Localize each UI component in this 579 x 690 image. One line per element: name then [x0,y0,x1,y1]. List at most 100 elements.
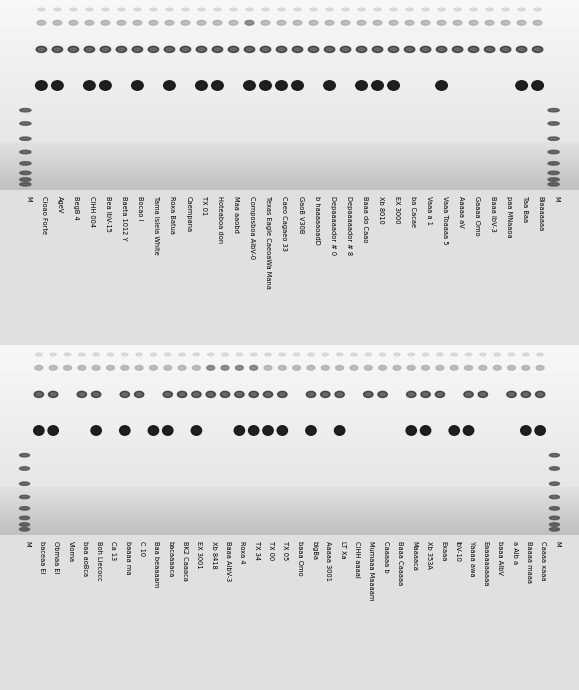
Ellipse shape [421,391,430,397]
Ellipse shape [548,150,559,154]
Ellipse shape [122,393,127,396]
Ellipse shape [548,137,559,140]
Ellipse shape [389,46,399,52]
Ellipse shape [164,353,171,356]
Ellipse shape [249,391,258,397]
Ellipse shape [180,46,190,52]
Ellipse shape [516,46,527,52]
Ellipse shape [149,21,158,25]
Ellipse shape [221,391,230,397]
Text: Baaa do Caao: Baaa do Caao [361,196,368,243]
Text: TX 05: TX 05 [283,541,288,560]
Ellipse shape [422,8,429,11]
Ellipse shape [263,426,273,435]
Text: Mumaaa Maaaam: Mumaaa Maaaam [368,541,374,600]
Text: Depaaaaador # 8: Depaaaaador # 8 [346,196,351,255]
Ellipse shape [196,46,207,52]
Ellipse shape [351,353,357,356]
Ellipse shape [36,46,46,52]
Ellipse shape [193,428,200,433]
Ellipse shape [532,81,543,90]
Ellipse shape [372,46,383,52]
Text: Hoteaboa don: Hoteaboa don [218,196,223,244]
Ellipse shape [375,48,380,51]
Ellipse shape [487,48,492,51]
Text: Aaaaa 3001: Aaaaa 3001 [325,541,331,581]
Ellipse shape [293,366,301,370]
Ellipse shape [178,366,186,370]
Ellipse shape [437,393,442,396]
Ellipse shape [163,391,173,397]
Text: Exaaa: Exaaa [440,541,446,562]
Ellipse shape [485,46,495,52]
Ellipse shape [549,482,559,485]
Ellipse shape [277,21,286,25]
Ellipse shape [523,428,529,433]
Ellipse shape [479,353,486,356]
Ellipse shape [534,8,541,11]
Text: AgeV: AgeV [57,196,63,213]
Ellipse shape [294,8,301,11]
Ellipse shape [134,391,144,397]
Ellipse shape [309,21,318,25]
Ellipse shape [536,391,545,397]
Ellipse shape [148,46,159,52]
Ellipse shape [374,8,381,11]
Text: Baaaa maaa: Baaaa maaa [526,541,532,583]
Ellipse shape [449,426,459,435]
Ellipse shape [466,353,472,356]
Ellipse shape [293,21,302,25]
Ellipse shape [230,8,237,11]
Ellipse shape [164,81,175,90]
Ellipse shape [321,391,330,397]
Ellipse shape [516,81,527,90]
Text: LT Xa: LT Xa [340,541,346,559]
Ellipse shape [463,426,474,435]
Ellipse shape [79,393,85,396]
Ellipse shape [197,21,206,25]
Ellipse shape [548,183,559,186]
Ellipse shape [470,8,477,11]
Ellipse shape [534,83,541,88]
Text: CIHH aaaal: CIHH aaaal [354,541,360,578]
Ellipse shape [70,8,77,11]
Ellipse shape [20,506,30,510]
Text: baaa AIbV: baaa AIbV [497,541,503,575]
Ellipse shape [86,83,93,88]
Ellipse shape [437,21,446,25]
Ellipse shape [533,46,543,52]
Ellipse shape [102,48,108,51]
Ellipse shape [356,81,367,90]
Ellipse shape [118,8,125,11]
Ellipse shape [501,21,510,25]
Ellipse shape [93,353,100,356]
Ellipse shape [464,391,473,397]
Ellipse shape [234,391,244,397]
Ellipse shape [342,8,349,11]
Ellipse shape [68,46,79,52]
Ellipse shape [307,366,315,370]
Ellipse shape [310,8,317,11]
Ellipse shape [120,426,130,435]
Ellipse shape [408,428,415,433]
Text: a AIb a: a AIb a [511,541,518,564]
Ellipse shape [265,353,271,356]
Ellipse shape [179,353,185,356]
Ellipse shape [533,21,542,25]
Ellipse shape [536,366,544,370]
Ellipse shape [407,366,415,370]
Ellipse shape [294,83,301,88]
Text: C 10: C 10 [139,541,145,556]
Ellipse shape [549,467,559,470]
Ellipse shape [308,428,314,433]
Ellipse shape [69,21,78,25]
Ellipse shape [523,393,528,396]
Ellipse shape [244,81,255,90]
Ellipse shape [52,46,63,52]
Ellipse shape [335,391,345,397]
Text: Maaaaca: Maaaaca [411,541,417,571]
Ellipse shape [245,21,254,25]
Ellipse shape [548,108,559,112]
Ellipse shape [134,8,141,11]
Ellipse shape [20,482,30,485]
